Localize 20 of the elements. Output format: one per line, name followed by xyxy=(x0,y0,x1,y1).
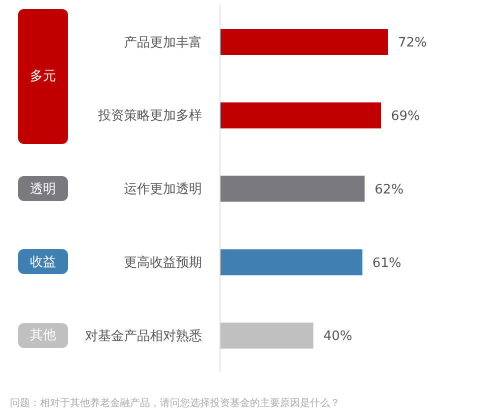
text: 透明 xyxy=(18,176,68,201)
bar xyxy=(220,249,362,276)
bar xyxy=(220,322,314,349)
data-label: 62% xyxy=(374,182,404,198)
data-label: 40% xyxy=(323,329,352,344)
bar xyxy=(220,102,381,128)
y-tick-label: 投资策略更加多样 xyxy=(97,108,202,124)
bar xyxy=(220,29,388,55)
y-tick-label: 产品更加丰富 xyxy=(124,34,202,50)
y-tick-label: 对基金产品相对熟悉 xyxy=(85,328,202,344)
y-tick-label: 更高收益预期 xyxy=(124,254,202,271)
text: 其他 xyxy=(18,322,68,348)
data-label: 69% xyxy=(391,109,420,124)
data-label: 72% xyxy=(398,36,427,51)
text: 问题：相对于其他养老金融产品，请问您选择投资基金的主要原因是什么？ xyxy=(10,396,340,410)
data-label: 61% xyxy=(372,256,402,271)
y-tick-label: 运作更加透明 xyxy=(124,182,202,198)
text: 收益 xyxy=(18,249,68,274)
text: 多元 xyxy=(18,9,68,144)
bar xyxy=(220,176,365,202)
